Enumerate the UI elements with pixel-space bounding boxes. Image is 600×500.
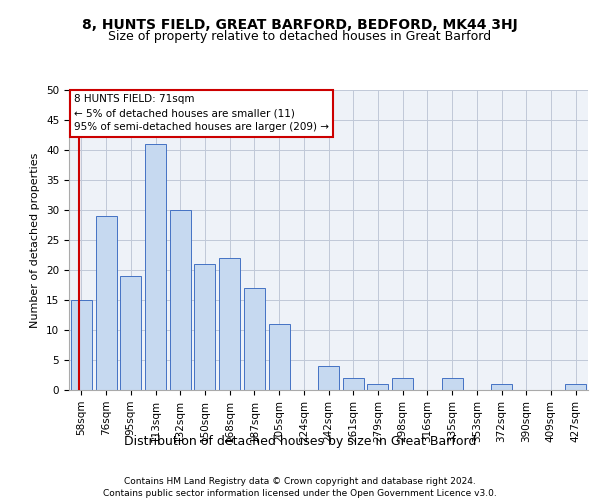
Bar [565, 384, 586, 390]
Bar [343, 378, 364, 390]
Y-axis label: Number of detached properties: Number of detached properties [31, 152, 40, 328]
Bar [392, 378, 413, 390]
Bar [367, 384, 388, 390]
Bar [442, 378, 463, 390]
Bar [491, 384, 512, 390]
Bar [145, 144, 166, 390]
Bar [170, 210, 191, 390]
Bar [95, 216, 116, 390]
Text: Size of property relative to detached houses in Great Barford: Size of property relative to detached ho… [109, 30, 491, 43]
Bar [71, 300, 92, 390]
Bar [219, 258, 240, 390]
Bar [269, 324, 290, 390]
Bar [194, 264, 215, 390]
Text: Contains HM Land Registry data © Crown copyright and database right 2024.: Contains HM Land Registry data © Crown c… [124, 478, 476, 486]
Text: 8, HUNTS FIELD, GREAT BARFORD, BEDFORD, MK44 3HJ: 8, HUNTS FIELD, GREAT BARFORD, BEDFORD, … [82, 18, 518, 32]
Text: Distribution of detached houses by size in Great Barford: Distribution of detached houses by size … [124, 435, 476, 448]
Text: Contains public sector information licensed under the Open Government Licence v3: Contains public sector information licen… [103, 489, 497, 498]
Bar [120, 276, 141, 390]
Text: 8 HUNTS FIELD: 71sqm
← 5% of detached houses are smaller (11)
95% of semi-detach: 8 HUNTS FIELD: 71sqm ← 5% of detached ho… [74, 94, 329, 132]
Bar [244, 288, 265, 390]
Bar [318, 366, 339, 390]
